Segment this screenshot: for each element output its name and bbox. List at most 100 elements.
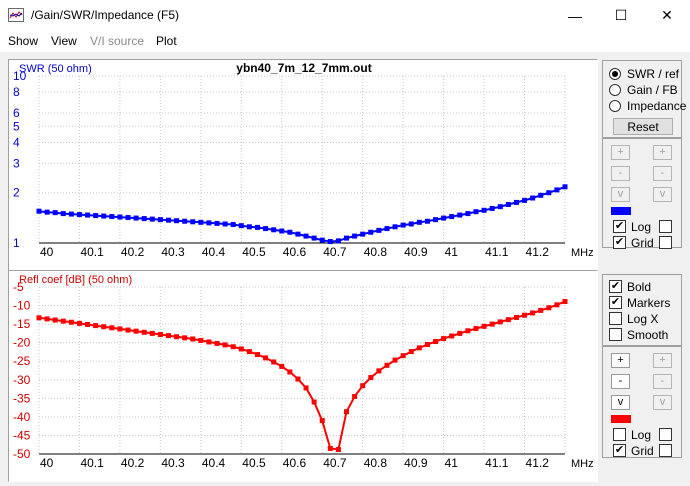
top-grid-checkbox-right[interactable] bbox=[659, 236, 672, 249]
smooth-check[interactable]: Smooth bbox=[609, 327, 668, 342]
markers-checkbox[interactable]: ✔ bbox=[609, 296, 622, 309]
bottom-left-minus-button[interactable]: - bbox=[611, 374, 630, 389]
top-left-minus-button[interactable]: - bbox=[611, 166, 630, 181]
bottom-log-check[interactable]: Log bbox=[613, 427, 651, 442]
refl-data-point bbox=[68, 319, 74, 325]
swr-data-point bbox=[416, 219, 422, 225]
swr-data-point bbox=[238, 223, 244, 229]
refl-data-point bbox=[303, 385, 309, 391]
refl-chart[interactable]: 40 40.1 40.2 40.3 40.4 40.5 40.6 40.7 40.8 40.9 41… bbox=[9, 271, 599, 483]
style-group: ✔ Bold ✔ Markers Log X Smooth bbox=[602, 274, 682, 346]
swr-y-tick-label: 8 bbox=[13, 85, 20, 99]
chart-title: ybn40_7m_12_7mm.out bbox=[236, 61, 371, 75]
swr-data-point bbox=[513, 199, 519, 205]
refl-data-point bbox=[230, 344, 236, 350]
minimize-button[interactable]: — bbox=[552, 0, 598, 31]
maximize-icon: ☐ bbox=[614, 7, 628, 23]
refl-data-point bbox=[327, 445, 333, 451]
menu-view[interactable]: View bbox=[51, 34, 77, 48]
top-log-check[interactable]: ✔ Log bbox=[613, 219, 651, 234]
top-left-plus-button[interactable]: + bbox=[611, 145, 630, 160]
top-grid-checkbox[interactable]: ✔ bbox=[613, 236, 626, 249]
refl-x-tick-label: 40.6 bbox=[283, 456, 307, 470]
swr-data-point bbox=[465, 211, 471, 217]
refl-y-tick-label: -15 bbox=[13, 317, 31, 331]
refl-x-tick-label: 40.1 bbox=[80, 456, 104, 470]
close-button[interactable]: ✕ bbox=[644, 0, 690, 31]
menu-vi-source[interactable]: V/I source bbox=[90, 34, 145, 48]
refl-y-tick-label: -35 bbox=[13, 391, 31, 405]
swr-data-point bbox=[85, 212, 91, 218]
top-left-down-button[interactable]: v bbox=[611, 187, 630, 202]
swr-color-swatch[interactable] bbox=[611, 207, 631, 215]
bottom-right-minus-button[interactable]: - bbox=[653, 374, 672, 389]
menu-show[interactable]: Show bbox=[8, 34, 39, 48]
swr-data-point bbox=[344, 235, 350, 241]
swr-chart[interactable]: 40 40.1 40.2 40.3 40.4 40.5 40.6 40.7 40.8 40.9 41… bbox=[9, 60, 599, 272]
radio-impedance-indicator[interactable] bbox=[609, 99, 621, 112]
swr-data-point bbox=[230, 222, 236, 228]
radio-swr[interactable]: SWR / ref bbox=[609, 66, 679, 81]
refl-data-point bbox=[457, 330, 463, 336]
markers-check[interactable]: ✔ Markers bbox=[609, 295, 670, 310]
refl-data-point bbox=[505, 317, 511, 323]
top-log-checkbox[interactable]: ✔ bbox=[613, 220, 626, 233]
bold-checkbox[interactable]: ✔ bbox=[609, 280, 622, 293]
radio-gain[interactable]: Gain / FB bbox=[609, 82, 678, 97]
menu-plot[interactable]: Plot bbox=[156, 34, 177, 48]
refl-x-tick-label: 40.7 bbox=[323, 456, 347, 470]
top-log-checkbox-right[interactable] bbox=[659, 220, 672, 233]
swr-data-point bbox=[384, 226, 390, 232]
swr-x-tick-label: 40.1 bbox=[80, 245, 104, 259]
swr-y-tick-label: 4 bbox=[13, 135, 20, 149]
smooth-checkbox[interactable] bbox=[609, 328, 622, 341]
swr-data-point bbox=[562, 184, 568, 190]
bottom-grid-checkbox[interactable]: ✔ bbox=[613, 444, 626, 457]
refl-data-point bbox=[360, 383, 366, 389]
refl-data-point bbox=[368, 375, 374, 381]
swr-x-tick-label: 40.5 bbox=[242, 245, 266, 259]
swr-data-point bbox=[497, 204, 503, 210]
bottom-right-plus-button[interactable]: + bbox=[653, 353, 672, 368]
bottom-log-checkbox-right[interactable] bbox=[659, 428, 672, 441]
refl-data-point bbox=[254, 352, 260, 358]
refl-color-swatch[interactable] bbox=[611, 415, 631, 423]
bottom-log-checkbox[interactable] bbox=[613, 428, 626, 441]
maximize-button[interactable]: ☐ bbox=[598, 0, 644, 31]
refl-data-point bbox=[473, 326, 479, 332]
bottom-left-down-button[interactable]: v bbox=[611, 395, 630, 410]
bottom-grid-check[interactable]: ✔ Grid bbox=[613, 443, 654, 458]
radio-swr-indicator[interactable] bbox=[609, 67, 621, 80]
swr-data-point bbox=[246, 224, 252, 230]
swr-y-tick-label: 10 bbox=[13, 69, 27, 83]
swr-data-point bbox=[554, 187, 560, 193]
top-right-minus-button[interactable]: - bbox=[653, 166, 672, 181]
refl-y-tick-label: -10 bbox=[13, 299, 31, 313]
radio-gain-label: Gain / FB bbox=[627, 82, 678, 97]
reset-button[interactable]: Reset bbox=[613, 118, 673, 135]
logx-check[interactable]: Log X bbox=[609, 311, 658, 326]
bottom-right-down-button[interactable]: v bbox=[653, 395, 672, 410]
refl-x-tick-label: 40.9 bbox=[404, 456, 428, 470]
bottom-left-plus-button[interactable]: + bbox=[611, 353, 630, 368]
top-grid-label: Grid bbox=[631, 235, 654, 250]
swr-data-point bbox=[400, 222, 406, 228]
swr-data-point bbox=[279, 228, 285, 234]
swr-data-point bbox=[441, 215, 447, 221]
top-right-plus-button[interactable]: + bbox=[653, 145, 672, 160]
logx-checkbox[interactable] bbox=[609, 312, 622, 325]
top-grid-check[interactable]: ✔ Grid bbox=[613, 235, 654, 250]
bold-check[interactable]: ✔ Bold bbox=[609, 279, 651, 294]
refl-data-point bbox=[311, 399, 317, 405]
swr-data-point bbox=[214, 220, 220, 226]
close-icon: ✕ bbox=[661, 7, 673, 23]
bottom-grid-checkbox-right[interactable] bbox=[659, 444, 672, 457]
refl-x-tick-label: 41.2 bbox=[526, 456, 550, 470]
app-graph-icon[interactable] bbox=[8, 8, 24, 22]
radio-impedance[interactable]: Impedance bbox=[609, 98, 686, 113]
refl-data-point bbox=[392, 357, 398, 363]
top-right-down-button[interactable]: v bbox=[653, 187, 672, 202]
refl-data-point bbox=[165, 333, 171, 339]
swr-data-point bbox=[424, 218, 430, 224]
radio-gain-indicator[interactable] bbox=[609, 83, 621, 96]
